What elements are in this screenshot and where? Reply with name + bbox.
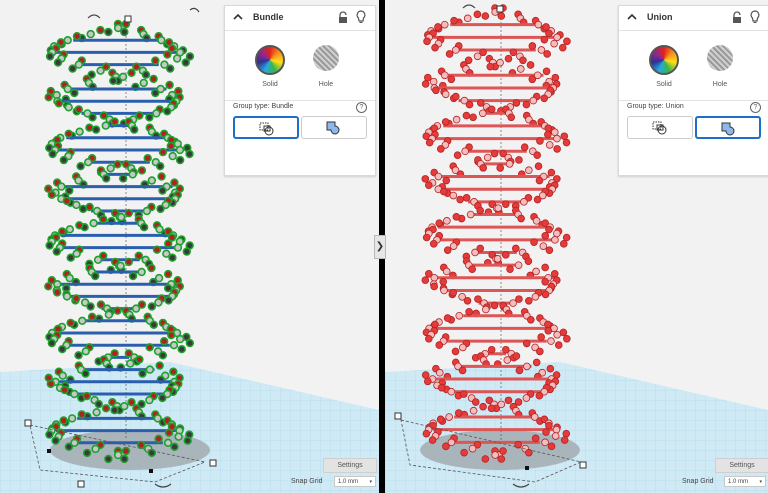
workplane-view-bundle[interactable]: Bundle Solid Hole Group type: Bundle ? S…	[0, 0, 379, 493]
union-group-button[interactable]	[695, 116, 761, 139]
handle-corner[interactable]	[579, 461, 587, 469]
inspector-header: Union	[619, 6, 768, 31]
bundle-group-button[interactable]	[627, 116, 693, 139]
snap-grid-select[interactable]: 1.0 mm ▾	[724, 476, 766, 487]
solid-label: Solid	[262, 81, 278, 88]
chevron-down-icon: ▾	[759, 479, 762, 485]
rotate-arrow-icon[interactable]	[512, 483, 530, 488]
solid-hole-row: Solid Hole	[225, 31, 375, 101]
inspector-title: Bundle	[253, 12, 284, 22]
snap-grid-select[interactable]: 1.0 mm ▾	[334, 476, 376, 487]
lightbulb-icon[interactable]	[355, 10, 367, 24]
handle-corner[interactable]	[24, 419, 32, 427]
group-type-label: Group type: Bundle	[233, 103, 294, 110]
handle-top[interactable]	[496, 5, 504, 13]
inspector-panel: Bundle Solid Hole Group type: Bundle ?	[224, 5, 376, 176]
lightbulb-icon[interactable]	[749, 10, 761, 24]
hole-label: Hole	[712, 81, 728, 88]
union-group-icon	[721, 122, 735, 136]
bundle-group-icon	[259, 122, 274, 136]
solid-label: Solid	[656, 81, 672, 88]
union-group-button[interactable]	[301, 116, 367, 139]
collapse-toggle[interactable]: ❯	[374, 235, 386, 259]
dna-helix-bundle[interactable]	[44, 19, 195, 464]
inspector-panel: Union Solid Hole Group type: Union ?	[618, 5, 768, 176]
bundle-group-button[interactable]	[233, 116, 299, 139]
rotate-arrow-icon[interactable]	[189, 7, 200, 13]
snap-grid-value: 1.0 mm	[338, 479, 359, 485]
solid-button[interactable]	[255, 45, 285, 75]
solid-hole-row: Solid Hole	[619, 31, 768, 101]
handle-top[interactable]	[124, 15, 132, 23]
handle-edge[interactable]	[525, 466, 529, 470]
snap-grid-label: Snap Grid	[682, 478, 714, 485]
lock-icon[interactable]	[337, 11, 349, 24]
group-type-label: Group type: Union	[627, 103, 684, 110]
hole-button[interactable]	[707, 45, 733, 71]
hole-button[interactable]	[313, 45, 339, 71]
handle-edge[interactable]	[149, 469, 153, 473]
chevron-down-icon: ▾	[369, 479, 372, 485]
bundle-group-icon	[652, 121, 667, 135]
union-group-icon	[326, 121, 340, 135]
workplane-view-union[interactable]: Union Solid Hole Group type: Union ? Set…	[385, 0, 768, 493]
snap-grid-value: 1.0 mm	[728, 479, 749, 485]
lock-icon[interactable]	[731, 11, 743, 24]
inspector-header: Bundle	[225, 6, 375, 31]
handle-corner[interactable]	[77, 480, 85, 488]
help-icon[interactable]: ?	[356, 102, 367, 113]
solid-button[interactable]	[649, 45, 679, 75]
inspector-title: Union	[647, 12, 673, 22]
hole-label: Hole	[318, 81, 334, 88]
help-icon[interactable]: ?	[750, 102, 761, 113]
chevron-up-icon[interactable]	[627, 12, 637, 22]
snap-grid-label: Snap Grid	[291, 478, 323, 485]
rotate-arrow-icon[interactable]	[87, 14, 101, 19]
handle-corner[interactable]	[209, 459, 217, 467]
rotate-arrow-icon[interactable]	[462, 4, 476, 9]
settings-button[interactable]: Settings	[715, 458, 768, 473]
handle-corner[interactable]	[394, 412, 402, 420]
chevron-up-icon[interactable]	[233, 12, 243, 22]
settings-button[interactable]: Settings	[323, 458, 377, 473]
workplane-scene	[385, 4, 768, 493]
rotate-arrow-icon[interactable]	[154, 483, 172, 488]
workplane-scene	[0, 7, 379, 493]
handle-edge[interactable]	[47, 449, 51, 453]
